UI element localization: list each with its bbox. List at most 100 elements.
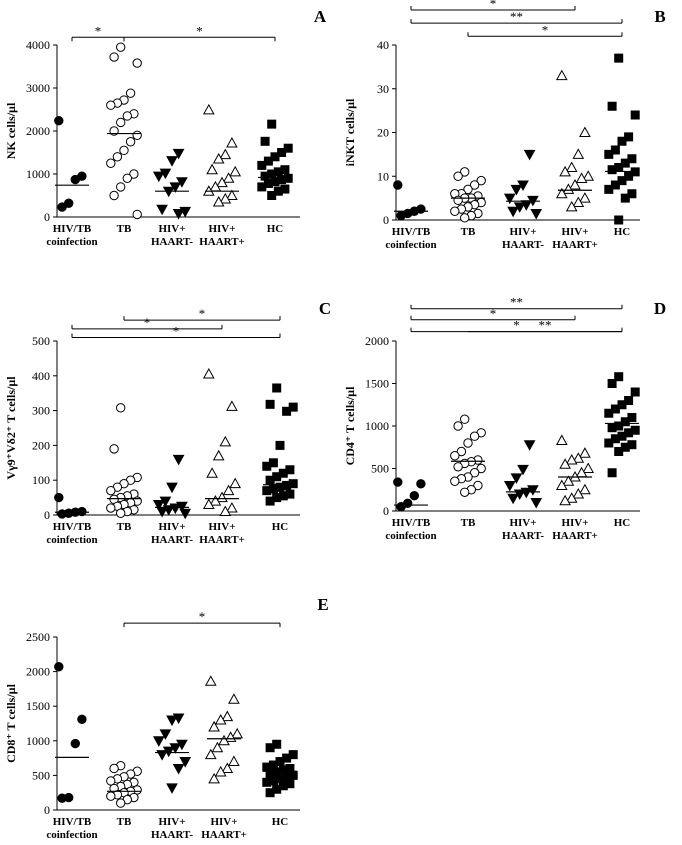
data-point bbox=[211, 741, 224, 753]
data-point bbox=[572, 487, 585, 499]
category-label: HIV/TB bbox=[53, 816, 92, 828]
data-point bbox=[582, 170, 595, 181]
panel-b: 0 10 20 30 40 iNKT cells/µl B HIV/TBcoinfection… bbox=[343, 0, 666, 251]
data-point bbox=[617, 136, 627, 146]
data-point bbox=[614, 215, 624, 225]
category-label: HIV+ bbox=[561, 517, 588, 529]
data-point bbox=[179, 757, 192, 768]
y-axis-label: Vγ9⁺Vδ2⁺ T cells/µl bbox=[4, 376, 18, 480]
data-point bbox=[565, 161, 578, 172]
data-point bbox=[116, 117, 126, 128]
data-point bbox=[116, 42, 126, 52]
category-label: HC bbox=[272, 816, 289, 828]
data-point bbox=[460, 487, 470, 497]
y-tick-label: 1500 bbox=[26, 699, 50, 713]
data-point bbox=[77, 714, 87, 725]
data-point bbox=[57, 793, 67, 803]
category-label: coinfection bbox=[385, 530, 436, 542]
y-tick-label: 0 bbox=[44, 803, 50, 817]
data-point bbox=[396, 210, 406, 221]
data-point bbox=[530, 208, 543, 220]
data-point bbox=[106, 100, 116, 110]
data-point bbox=[604, 438, 614, 448]
significance-label: ** bbox=[510, 295, 523, 310]
significance-label: ** bbox=[539, 318, 552, 333]
data-point bbox=[54, 492, 64, 503]
panel-c: 0 100 200 300 400 500 Vγ9⁺Vδ2⁺ T cells/µl C HIV/… bbox=[4, 299, 331, 546]
data-point bbox=[70, 174, 81, 185]
data-point bbox=[579, 126, 591, 137]
data-point bbox=[453, 171, 463, 181]
category-label: coinfection bbox=[46, 534, 97, 546]
data-point bbox=[604, 408, 614, 418]
data-point bbox=[523, 149, 536, 161]
category-label: HIV+ bbox=[210, 816, 237, 828]
data-point bbox=[214, 714, 227, 725]
category-label: HAART+ bbox=[552, 239, 598, 251]
category-label: HAART- bbox=[151, 236, 193, 248]
y-tick-label: 0 bbox=[383, 504, 389, 518]
data-point bbox=[565, 200, 578, 212]
significance-label: * bbox=[199, 609, 206, 624]
category-label: HIV/TB bbox=[53, 223, 92, 235]
data-point bbox=[265, 743, 275, 753]
data-point bbox=[166, 715, 178, 727]
data-point bbox=[555, 479, 568, 490]
y-tick-label: 40 bbox=[377, 38, 389, 52]
y-axis-label: NK cells/µl bbox=[4, 102, 18, 159]
data-point bbox=[204, 675, 217, 686]
data-point bbox=[156, 204, 168, 216]
data-point bbox=[460, 213, 470, 223]
data-point bbox=[267, 119, 277, 129]
data-point bbox=[517, 464, 529, 476]
data-point bbox=[562, 183, 575, 194]
category-label: HIV+ bbox=[509, 226, 536, 238]
y-tick-label: 1000 bbox=[26, 167, 50, 181]
category-label: HIV+ bbox=[158, 223, 185, 235]
category-label: coinfection bbox=[46, 236, 97, 248]
data-point bbox=[569, 178, 581, 190]
data-point bbox=[453, 195, 463, 206]
data-point bbox=[231, 727, 244, 739]
data-point bbox=[116, 403, 126, 413]
data-point bbox=[396, 502, 406, 512]
data-point bbox=[206, 467, 218, 478]
y-tick-label: 500 bbox=[32, 768, 50, 782]
data-point bbox=[208, 720, 220, 732]
data-point bbox=[226, 137, 238, 148]
y-tick-label: 0 bbox=[383, 213, 389, 227]
panel-letter: B bbox=[654, 7, 665, 26]
panel-letter: E bbox=[317, 595, 328, 614]
data-point bbox=[218, 734, 230, 746]
data-point bbox=[460, 167, 470, 177]
y-tick-label: 0 bbox=[44, 508, 50, 522]
data-point bbox=[469, 431, 480, 441]
data-point bbox=[463, 438, 473, 448]
category-label: coinfection bbox=[385, 239, 436, 251]
data-point bbox=[212, 152, 225, 164]
data-point bbox=[614, 447, 624, 456]
category-label: HAART+ bbox=[199, 534, 245, 546]
data-point bbox=[202, 498, 215, 510]
y-tick-label: 1500 bbox=[365, 377, 389, 391]
significance-label: * bbox=[196, 23, 203, 38]
data-point bbox=[159, 729, 172, 740]
category-label: coinfection bbox=[46, 829, 97, 841]
data-point bbox=[450, 476, 460, 486]
data-point bbox=[559, 458, 571, 469]
category-label: HIV+ bbox=[158, 816, 185, 828]
data-point bbox=[106, 791, 116, 801]
significance-label: * bbox=[490, 306, 497, 321]
data-point bbox=[565, 453, 578, 465]
panel-a: 0 1000 2000 3000 4000 NK cells/µl A HIV/TBcoinf… bbox=[4, 7, 327, 248]
data-point bbox=[262, 461, 272, 471]
y-axis-label: CD4⁺ T cells/µl bbox=[343, 386, 357, 465]
data-point bbox=[503, 193, 516, 205]
data-point bbox=[463, 184, 473, 195]
data-point bbox=[469, 180, 480, 190]
data-point bbox=[257, 182, 267, 192]
data-point bbox=[257, 160, 267, 170]
data-point bbox=[507, 206, 519, 218]
data-point bbox=[109, 52, 119, 62]
significance-label: * bbox=[513, 318, 520, 333]
